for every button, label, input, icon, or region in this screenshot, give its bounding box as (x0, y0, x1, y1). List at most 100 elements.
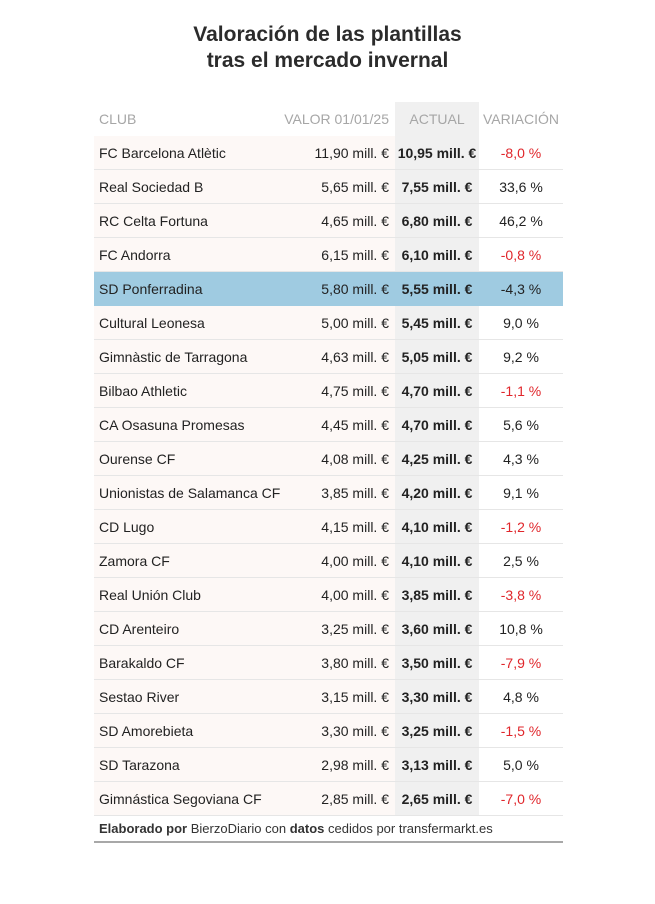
valor-cell: 3,30 mill. € (280, 713, 395, 748)
actual-cell: 4,25 mill. € (395, 441, 479, 476)
table-row: Cultural Leonesa 5,00 mill. €5,45 mill. €… (94, 305, 563, 340)
club-name-cell: CD Arenteiro (94, 611, 280, 646)
actual-cell: 3,60 mill. € (395, 611, 479, 646)
variacion-cell: 46,2 % (479, 203, 563, 238)
club-name-cell: Real Sociedad B (94, 169, 280, 204)
variacion-cell: 4,3 % (479, 441, 563, 476)
table-body: FC Barcelona Atlètic 11,90 mill. €10,95 m… (94, 136, 563, 816)
valor-cell: 4,15 mill. € (280, 509, 395, 544)
actual-cell: 3,85 mill. € (395, 577, 479, 612)
chart-title: Valoración de las plantillas tras el mer… (0, 22, 655, 74)
footer-divider (94, 841, 563, 843)
table-row: Zamora CF 4,00 mill. €4,10 mill. €2,5 % (94, 543, 563, 578)
actual-cell: 5,55 mill. € (395, 271, 479, 306)
variacion-cell: 33,6 % (479, 169, 563, 204)
club-name-cell: Gimnástica Segoviana CF (94, 781, 280, 816)
table-row: SD Amorebieta 3,30 mill. €3,25 mill. € -1,… (94, 713, 563, 748)
table-row: Ourense CF 4,08 mill. €4,25 mill. €4,3 % (94, 441, 563, 476)
variacion-cell: -1,1 % (479, 373, 563, 408)
table-row: Barakaldo CF 3,80 mill. €3,50 mill. € -7,9… (94, 645, 563, 680)
variacion-cell: -0,8 % (479, 237, 563, 272)
valor-cell: 4,75 mill. € (280, 373, 395, 408)
table-row: Real Sociedad B 5,65 mill. €7,55 mill. €3… (94, 169, 563, 204)
valor-cell: 4,65 mill. € (280, 203, 395, 238)
actual-cell: 3,50 mill. € (395, 645, 479, 680)
table-row: Bilbao Athletic 4,75 mill. €4,70 mill. € -… (94, 373, 563, 408)
variacion-cell: -1,5 % (479, 713, 563, 748)
variacion-cell: 2,5 % (479, 543, 563, 578)
variacion-cell: 9,1 % (479, 475, 563, 510)
club-name-cell: Real Unión Club (94, 577, 280, 612)
club-name-cell: CD Lugo (94, 509, 280, 544)
valor-cell: 5,80 mill. € (280, 271, 395, 306)
chart-title-line-1: Valoración de las plantillas (193, 23, 462, 46)
table-row: Unionistas de Salamanca CF 3,85 mill. €4,… (94, 475, 563, 510)
variacion-cell: 10,8 % (479, 611, 563, 646)
variacion-cell: -4,3 % (479, 271, 563, 306)
table-row: Gimnàstic de Tarragona 4,63 mill. €5,05 m… (94, 339, 563, 374)
club-name-cell: Cultural Leonesa (94, 305, 280, 340)
actual-cell: 3,13 mill. € (395, 747, 479, 782)
table-row: CD Lugo 4,15 mill. €4,10 mill. € -1,2 % (94, 509, 563, 544)
valor-cell: 3,25 mill. € (280, 611, 395, 646)
table-row: Real Unión Club 4,00 mill. €3,85 mill. € -… (94, 577, 563, 612)
valor-cell: 4,00 mill. € (280, 543, 395, 578)
header-valor: VALOR 01/01/25 (284, 111, 389, 127)
variacion-cell: -8,0 % (479, 136, 563, 170)
valor-cell: 5,65 mill. € (280, 169, 395, 204)
club-name-cell: SD Ponferradina (94, 271, 280, 306)
actual-cell: 6,10 mill. € (395, 237, 479, 272)
club-name-cell: Zamora CF (94, 543, 280, 578)
actual-cell: 4,10 mill. € (395, 509, 479, 544)
valor-cell: 2,85 mill. € (280, 781, 395, 816)
valor-cell: 3,15 mill. € (280, 679, 395, 714)
variacion-cell: 9,0 % (479, 305, 563, 340)
table-row: Gimnástica Segoviana CF 2,85 mill. €2,65 … (94, 781, 563, 816)
valor-cell: 2,98 mill. € (280, 747, 395, 782)
actual-cell: 4,70 mill. € (395, 373, 479, 408)
club-name-cell: SD Tarazona (94, 747, 280, 782)
valuation-table: CLUB VALOR 01/01/25 ACTUAL VARIACIÓN FC … (94, 102, 563, 816)
club-name-cell: Barakaldo CF (94, 645, 280, 680)
valor-cell: 5,00 mill. € (280, 305, 395, 340)
actual-cell: 4,20 mill. € (395, 475, 479, 510)
actual-cell: 10,95 mill. € (395, 136, 479, 170)
club-name-cell: Ourense CF (94, 441, 280, 476)
actual-cell: 4,70 mill. € (395, 407, 479, 442)
source-note-datos: datos (289, 821, 325, 836)
valor-cell: 4,63 mill. € (280, 339, 395, 374)
actual-cell: 5,05 mill. € (395, 339, 479, 374)
club-name-cell: Unionistas de Salamanca CF (94, 475, 280, 510)
table-row: SD Ponferradina 5,80 mill. €5,55 mill. € -… (94, 271, 563, 306)
source-note-prefix: Elaborado por (99, 821, 188, 836)
club-name-cell: Gimnàstic de Tarragona (94, 339, 280, 374)
source-note: Elaborado por BierzoDiario con datos ced… (94, 820, 563, 838)
table-row: Sestao River 3,15 mill. €3,30 mill. €4,8 … (94, 679, 563, 714)
valor-cell: 3,80 mill. € (280, 645, 395, 680)
table-row: RC Celta Fortuna 4,65 mill. €6,80 mill. €… (94, 203, 563, 238)
table-row: SD Tarazona 2,98 mill. €3,13 mill. €5,0 % (94, 747, 563, 782)
table-row: CD Arenteiro 3,25 mill. €3,60 mill. €10,8… (94, 611, 563, 646)
valor-cell: 3,85 mill. € (280, 475, 395, 510)
variacion-cell: 5,6 % (479, 407, 563, 442)
actual-cell: 3,25 mill. € (395, 713, 479, 748)
club-name-cell: FC Andorra (94, 237, 280, 272)
variacion-cell: -7,0 % (479, 781, 563, 816)
header-club: CLUB (99, 111, 137, 127)
table-row: FC Barcelona Atlètic 11,90 mill. €10,95 m… (94, 136, 563, 170)
valor-cell: 4,00 mill. € (280, 577, 395, 612)
variacion-cell: 5,0 % (479, 747, 563, 782)
valor-cell: 6,15 mill. € (280, 237, 395, 272)
header-actual: ACTUAL (395, 102, 479, 136)
source-note-middle: BierzoDiario con (187, 821, 290, 836)
header-variacion: VARIACIÓN (483, 111, 559, 127)
variacion-cell: -7,9 % (479, 645, 563, 680)
variacion-cell: -3,8 % (479, 577, 563, 612)
club-name-cell: CA Osasuna Promesas (94, 407, 280, 442)
club-name-cell: Sestao River (94, 679, 280, 714)
club-name-cell: FC Barcelona Atlètic (94, 136, 280, 170)
table-row: FC Andorra 6,15 mill. €6,10 mill. € -0,8 % (94, 237, 563, 272)
variacion-cell: -1,2 % (479, 509, 563, 544)
club-name-cell: Bilbao Athletic (94, 373, 280, 408)
actual-cell: 7,55 mill. € (395, 169, 479, 204)
